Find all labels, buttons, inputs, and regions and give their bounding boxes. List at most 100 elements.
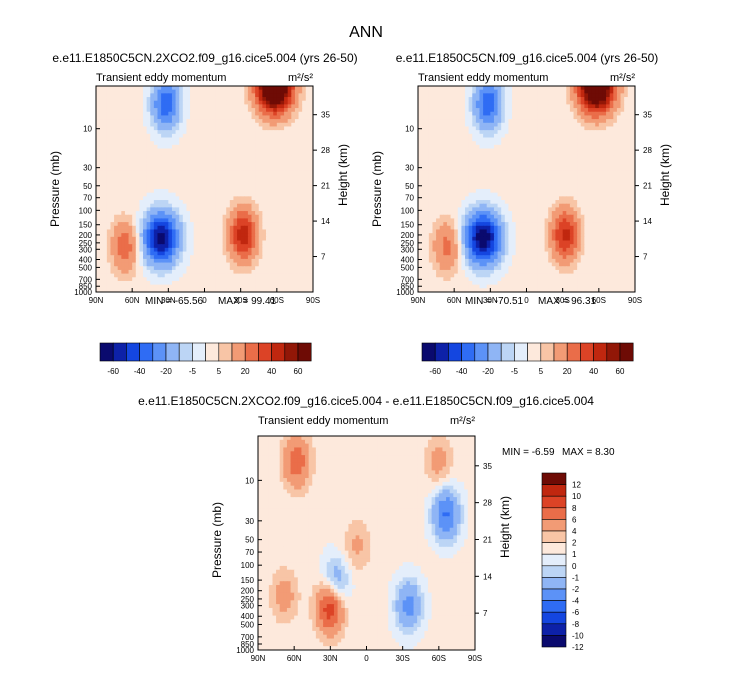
field-cell bbox=[204, 269, 209, 275]
field-cell bbox=[117, 155, 122, 161]
field-cell bbox=[110, 266, 115, 271]
field-cell bbox=[425, 100, 430, 105]
field-cell bbox=[103, 288, 108, 292]
field-cell bbox=[262, 177, 267, 183]
field-cell bbox=[519, 159, 524, 164]
field-cell bbox=[139, 152, 144, 157]
y-tick-label: 300 bbox=[79, 245, 93, 254]
field-cell bbox=[182, 126, 188, 131]
field-cell bbox=[117, 141, 122, 146]
field-cell bbox=[244, 200, 249, 205]
field-cell bbox=[233, 148, 238, 153]
field-cell bbox=[247, 115, 253, 120]
field-cell bbox=[132, 111, 137, 117]
field-cell bbox=[439, 115, 444, 120]
field-cell bbox=[432, 133, 437, 139]
field-cell bbox=[530, 159, 535, 164]
field-cell bbox=[247, 225, 253, 231]
field-cell bbox=[446, 159, 452, 164]
field-cell bbox=[146, 177, 151, 183]
field-cell bbox=[302, 170, 307, 175]
field-cell bbox=[472, 141, 477, 146]
field-cell bbox=[276, 225, 282, 231]
field-cell bbox=[265, 185, 271, 190]
field-cell bbox=[497, 100, 502, 105]
field-cell bbox=[540, 155, 546, 161]
field-cell bbox=[226, 255, 231, 260]
field-cell bbox=[305, 144, 310, 150]
field-cell bbox=[526, 170, 531, 175]
y-tick-label: 50 bbox=[83, 182, 92, 191]
field-cell bbox=[190, 273, 195, 278]
field-cell bbox=[215, 144, 220, 150]
field-cell bbox=[117, 152, 122, 157]
field-cell bbox=[229, 196, 235, 201]
field-cell bbox=[620, 104, 625, 109]
field-cell bbox=[96, 174, 101, 179]
field-cell bbox=[197, 258, 202, 264]
field-cell bbox=[425, 111, 430, 117]
field-cell bbox=[139, 144, 144, 150]
field-cell bbox=[211, 288, 216, 292]
field-cell bbox=[106, 148, 112, 153]
field-cell bbox=[179, 277, 184, 282]
field-cell bbox=[164, 159, 169, 164]
field-cell bbox=[251, 247, 256, 253]
field-cell bbox=[247, 284, 253, 289]
field-cell bbox=[287, 97, 292, 102]
field-cell bbox=[251, 100, 256, 105]
field-cell bbox=[457, 93, 462, 98]
field-cell bbox=[186, 266, 191, 271]
field-cell bbox=[280, 233, 285, 238]
field-cell bbox=[106, 97, 112, 102]
field-cell bbox=[624, 100, 629, 105]
field-cell bbox=[472, 122, 477, 128]
field-cell bbox=[537, 86, 542, 91]
field-cell bbox=[150, 262, 155, 267]
field-cell bbox=[432, 152, 437, 157]
field-cell bbox=[114, 266, 119, 271]
field-cell bbox=[240, 104, 245, 109]
field-cell bbox=[237, 207, 242, 212]
field-cell bbox=[269, 236, 274, 242]
field-cell bbox=[197, 207, 202, 212]
field-cell bbox=[598, 119, 604, 124]
field-cell bbox=[135, 152, 140, 157]
field-cell bbox=[143, 247, 148, 253]
field-cell bbox=[233, 273, 238, 278]
field-cell bbox=[591, 166, 596, 172]
field-cell bbox=[530, 163, 535, 168]
field-cell bbox=[258, 130, 263, 135]
field-cell bbox=[135, 273, 140, 278]
field-cell bbox=[193, 218, 198, 223]
field-cell bbox=[200, 185, 206, 190]
field-cell bbox=[497, 170, 502, 175]
field-cell bbox=[121, 211, 126, 216]
field-cell bbox=[566, 133, 571, 139]
field-cell bbox=[544, 141, 549, 146]
field-cell bbox=[483, 159, 488, 164]
field-cell bbox=[573, 170, 578, 175]
field-cell bbox=[186, 277, 191, 282]
field-cell bbox=[139, 192, 144, 197]
field-cell bbox=[298, 255, 303, 260]
field-cell bbox=[515, 89, 520, 94]
field-cell bbox=[432, 144, 437, 150]
field-cell bbox=[508, 86, 513, 91]
field-cell bbox=[475, 177, 481, 183]
field-cell bbox=[233, 236, 238, 242]
field-cell bbox=[96, 86, 101, 91]
field-cell bbox=[99, 262, 104, 267]
field-cell bbox=[450, 163, 455, 168]
field-cell bbox=[454, 144, 459, 150]
field-cell bbox=[197, 144, 202, 150]
field-cell bbox=[298, 170, 303, 175]
field-cell bbox=[562, 159, 567, 164]
field-cell bbox=[222, 192, 227, 197]
field-cell bbox=[143, 240, 148, 245]
field-cell bbox=[508, 152, 513, 157]
field-cell bbox=[269, 111, 274, 117]
field-cell bbox=[457, 155, 462, 161]
field-cell bbox=[106, 86, 112, 91]
field-cell bbox=[200, 225, 206, 231]
